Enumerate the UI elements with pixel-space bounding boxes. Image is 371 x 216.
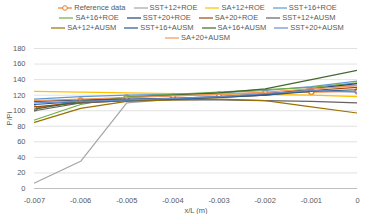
html-text:SST+20+ROE: SST+20+ROE xyxy=(142,13,191,22)
svg-text:-0.004: -0.004 xyxy=(162,196,183,205)
html-text:SA+12+AUSM: SA+12+AUSM xyxy=(67,23,117,32)
svg-text:180: 180 xyxy=(13,44,26,53)
svg-text:-0.001: -0.001 xyxy=(301,196,322,205)
html-text:SA+12+ROE: SA+12+ROE xyxy=(221,3,265,12)
html-text:SA+16+ROE: SA+16+ROE xyxy=(75,13,119,22)
html-text:SA+20+AUSM: SA+20+AUSM xyxy=(181,33,230,42)
svg-text:-0.002: -0.002 xyxy=(255,196,276,205)
svg-text:0: 0 xyxy=(21,184,25,193)
svg-text:120: 120 xyxy=(13,91,26,100)
html-text:SST+16+AUSM: SST+16+AUSM xyxy=(140,23,194,32)
svg-text:40: 40 xyxy=(17,153,25,162)
svg-text:x/L (m): x/L (m) xyxy=(184,206,208,215)
svg-text:80: 80 xyxy=(17,122,25,131)
svg-text:-0.006: -0.006 xyxy=(70,196,91,205)
svg-text:60: 60 xyxy=(17,137,25,146)
html-text:SST+20+AUSM: SST+20+AUSM xyxy=(290,23,344,32)
html-text:SST+12+ROE: SST+12+ROE xyxy=(149,3,198,12)
svg-text:20: 20 xyxy=(17,168,25,177)
html-text:SST+16+ROE: SST+16+ROE xyxy=(288,3,337,12)
svg-text:P/Pi: P/Pi xyxy=(5,111,14,125)
html-text:SST+12+AUSM: SST+12+AUSM xyxy=(282,13,336,22)
html-text:SA+20+ROE: SA+20+ROE xyxy=(214,13,259,22)
svg-text:160: 160 xyxy=(13,59,26,68)
html-text:Reference data: Reference data xyxy=(74,3,126,12)
svg-text:140: 140 xyxy=(13,75,26,84)
svg-text:-0.003: -0.003 xyxy=(208,196,229,205)
html-text:SA+16+AUSM: SA+16+AUSM xyxy=(217,23,267,32)
svg-text:100: 100 xyxy=(13,106,26,115)
svg-text:0: 0 xyxy=(355,196,359,205)
svg-text:-0.005: -0.005 xyxy=(116,196,137,205)
svg-text:-0.007: -0.007 xyxy=(24,196,45,205)
